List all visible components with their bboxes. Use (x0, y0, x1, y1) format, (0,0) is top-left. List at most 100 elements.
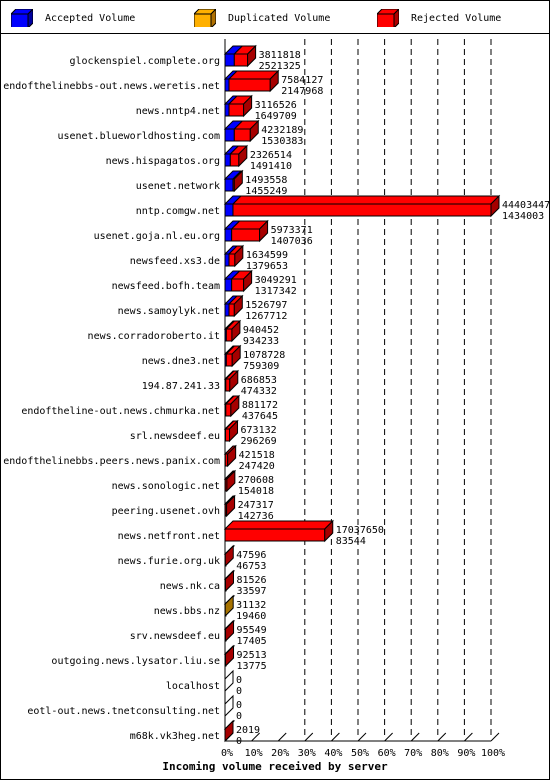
bar-side (224, 544, 234, 568)
category-label: glockenspiel.complete.org (69, 56, 220, 67)
count-label: 759309 (243, 361, 279, 372)
x-tick-label: 40% (324, 748, 342, 759)
x-tick-mark (251, 732, 260, 742)
bar-segment (229, 153, 240, 167)
category-label: usenet.blueworldhosting.com (57, 131, 220, 142)
x-tick-mark (437, 732, 447, 742)
volume-label: 5973371 (271, 225, 313, 236)
bar-side (227, 444, 237, 468)
bar-side (224, 569, 234, 593)
bar-side (229, 369, 239, 393)
legend-label-rejected: Rejected Volume (411, 13, 502, 24)
volume-label: 81526 (236, 575, 266, 586)
x-tick-mark (490, 732, 500, 742)
bar-segment (225, 353, 233, 367)
bar-segment (228, 303, 235, 317)
bar-side (247, 44, 257, 68)
volume-label: 247317 (238, 500, 274, 511)
x-tick-label: 80% (431, 748, 449, 759)
bar-side (224, 669, 234, 693)
legend: Accepted Volume Duplicated Volume Reject… (1, 1, 549, 34)
bar-segment (224, 178, 234, 192)
bar-segment (228, 78, 271, 92)
bar-side (238, 144, 248, 168)
category-label: usenet.goja.nl.eu.org (94, 231, 220, 242)
bar-side (249, 119, 259, 143)
bar-segment (224, 253, 230, 267)
bar-segment (231, 228, 261, 242)
volume-label: 4232189 (261, 125, 303, 136)
category-label: news.corradoroberto.it (88, 331, 220, 342)
category-label: news.dne3.net (142, 356, 220, 367)
category-label: srl.newsdeef.eu (130, 431, 220, 442)
count-label: 13775 (237, 661, 267, 672)
bar-segment (232, 203, 492, 217)
count-label: 0 (236, 736, 242, 747)
count-label: 154018 (238, 486, 274, 497)
bar-segment (233, 53, 249, 67)
x-tick-label: 100% (481, 748, 505, 759)
bar-segment (224, 103, 230, 117)
chart-plot: 0% 10% 20% 30% 40% 50% 60% 70% 80% 90% 100% glocken… (3, 39, 549, 759)
category-label: 194.87.241.33 (142, 381, 220, 392)
count-label: 17405 (237, 636, 267, 647)
volume-label: 270608 (238, 475, 274, 486)
category-label: news.sonologic.net (112, 481, 220, 492)
bar-segment-top (231, 195, 501, 205)
volume-label: 1526797 (245, 300, 287, 311)
count-label: 46753 (236, 561, 266, 572)
bar-segment (231, 278, 245, 292)
category-label: eotl-out.news.tnetconsulting.net (27, 706, 220, 717)
bar-segment (224, 303, 230, 317)
bar-side (259, 219, 269, 243)
bar-side (225, 644, 235, 668)
count-label: 2521325 (259, 61, 301, 72)
volume-label: 3049291 (255, 275, 297, 286)
bar-side (224, 594, 234, 618)
volume-label: 940452 (243, 325, 279, 336)
category-label: news.samoylyk.net (118, 306, 220, 317)
category-label: endofthelinebbs.peers.news.panix.com (3, 456, 220, 467)
count-label: 1455249 (245, 186, 287, 197)
count-label: 1649709 (255, 111, 297, 122)
bar-side (230, 394, 240, 418)
x-tick-label: 0% (221, 748, 233, 759)
count-label: 1530383 (261, 136, 303, 147)
category-label: news.nk.ca (160, 581, 220, 592)
category-label: srv.newsdeef.eu (130, 631, 220, 642)
bar-segment (224, 53, 235, 67)
x-tick-mark (277, 732, 287, 742)
count-label: 474332 (241, 386, 277, 397)
x-tick-label: 30% (298, 748, 316, 759)
legend-swatch-duplicated (194, 9, 216, 27)
category-label: news.hispagatos.org (106, 156, 220, 167)
x-tick-mark (357, 732, 367, 742)
x-tick-label: 20% (271, 748, 289, 759)
count-label: 83544 (336, 536, 366, 547)
category-label: news.nntp4.net (136, 106, 220, 117)
count-label: 1434003 (502, 211, 544, 222)
count-label: 142736 (238, 511, 274, 522)
bar-side (231, 319, 241, 343)
category-label: endoftheline-out.news.chmurka.net (21, 406, 220, 417)
x-tick-label: 50% (351, 748, 369, 759)
x-tick-label: 70% (404, 748, 422, 759)
x-tick-mark (304, 732, 314, 742)
bar-segment (233, 128, 251, 142)
bar-segment (225, 378, 231, 392)
count-label: 1407036 (271, 236, 313, 247)
volume-label: 7584127 (281, 75, 323, 86)
bar-side (490, 194, 500, 218)
volume-label: 92513 (237, 650, 267, 661)
count-label: 2147968 (281, 86, 323, 97)
volume-label: 1493558 (245, 175, 287, 186)
count-label: 934233 (243, 336, 279, 347)
count-label: 1379653 (246, 261, 288, 272)
volume-label: 881172 (242, 400, 278, 411)
volume-label: 0 (236, 675, 242, 686)
volume-label: 3811818 (259, 50, 301, 61)
bar-side (269, 69, 279, 93)
volume-label: 421518 (239, 450, 275, 461)
bar-segment (225, 403, 232, 417)
volume-label: 2326514 (250, 150, 292, 161)
